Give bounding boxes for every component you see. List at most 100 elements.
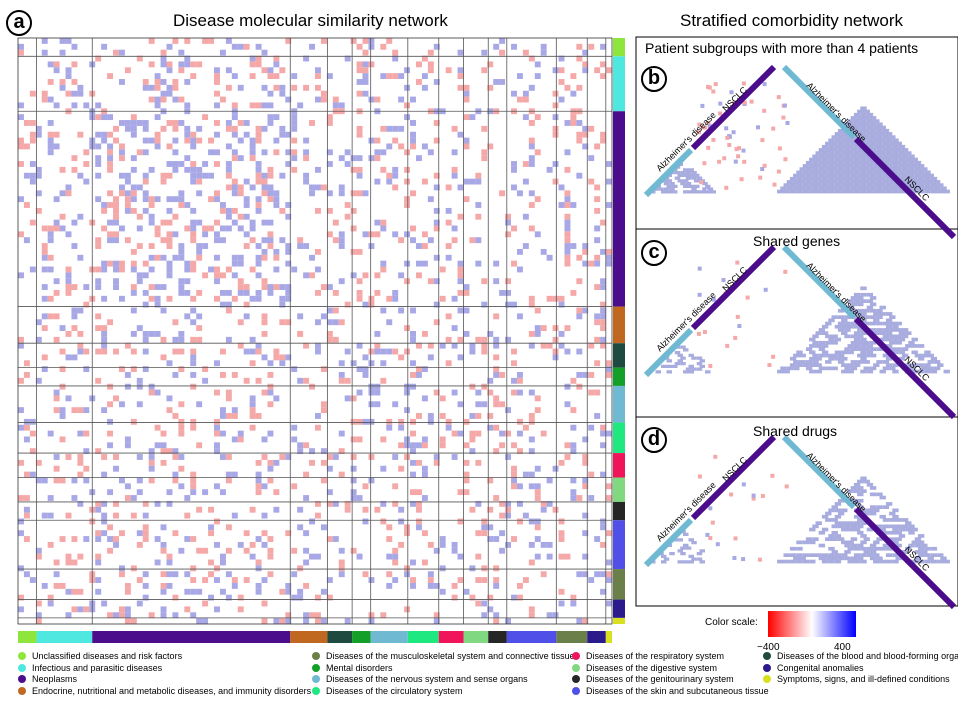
triangle-cell — [869, 550, 877, 554]
triangle-cell — [911, 559, 918, 564]
triangle-cell — [885, 176, 893, 181]
heatmap-cell — [439, 266, 446, 273]
cross-cell — [741, 482, 746, 487]
heatmap-cell — [326, 500, 333, 507]
heatmap-cell — [160, 606, 167, 613]
triangle-cell — [908, 186, 915, 191]
heatmap-cell — [505, 278, 512, 285]
heatmap-cell — [570, 442, 577, 449]
heatmap-cell — [190, 260, 197, 267]
triangle-cell — [857, 486, 864, 490]
heatmap-cell — [160, 541, 167, 548]
triangle-cell — [885, 189, 893, 194]
heatmap-cell — [107, 161, 114, 167]
heatmap-cell — [243, 231, 250, 238]
heatmap-cell — [41, 313, 48, 320]
legend-item: Mental disorders — [312, 663, 393, 673]
heatmap-cell — [261, 49, 268, 56]
heatmap-cell — [184, 588, 191, 595]
heatmap-cell — [255, 342, 262, 349]
heatmap-cell — [493, 313, 500, 320]
cross-cell — [706, 185, 711, 190]
cross-cell — [717, 159, 722, 164]
heatmap-cell — [59, 38, 66, 44]
heatmap-cell — [415, 342, 422, 349]
triangle-cell — [853, 170, 861, 175]
heatmap-cell — [398, 518, 405, 525]
heatmap-cell — [29, 178, 36, 185]
heatmap-cell — [433, 278, 440, 285]
diagonal-category-bar — [690, 434, 777, 521]
heatmap-cell — [172, 319, 179, 326]
heatmap-cell — [522, 96, 529, 103]
heatmap-cell — [255, 377, 262, 384]
heatmap-cell — [154, 301, 161, 308]
heatmap-cell — [273, 114, 280, 121]
heatmap-cell — [231, 178, 238, 185]
heatmap-cell — [475, 553, 482, 560]
triangle-cell — [927, 556, 934, 561]
heatmap-cell — [362, 354, 369, 361]
heatmap-cell — [285, 260, 292, 267]
heatmap-cell — [237, 213, 244, 220]
heatmap-cell — [410, 307, 416, 314]
heatmap-cell — [463, 459, 470, 466]
triangle-cell — [853, 312, 861, 316]
triangle-cell — [892, 559, 899, 564]
heatmap-cell — [398, 465, 405, 472]
heatmap-cell — [142, 120, 149, 126]
heatmap-cell — [594, 207, 601, 214]
heatmap-cell — [332, 319, 339, 326]
heatmap-cell — [113, 49, 119, 56]
heatmap-cell — [208, 559, 215, 566]
heatmap-cell — [356, 278, 363, 285]
heatmap-cell — [386, 178, 393, 185]
side-category-bar — [613, 453, 625, 478]
heatmap-cell — [415, 518, 422, 525]
heatmap-cell — [77, 471, 84, 478]
heatmap-cell — [29, 418, 36, 425]
heatmap-cell — [107, 319, 114, 326]
heatmap-cell — [77, 90, 84, 97]
heatmap-cell — [214, 120, 220, 126]
heatmap-cell — [172, 594, 179, 601]
heatmap-cell — [166, 395, 173, 402]
diagonal-category-bar — [781, 434, 857, 510]
heatmap-cell — [481, 125, 488, 132]
heatmap-cell — [344, 149, 351, 156]
heatmap-cell — [101, 471, 108, 478]
side-category-bar — [613, 477, 625, 502]
triangle-cell — [837, 128, 845, 133]
heatmap-cell — [493, 43, 500, 50]
heatmap-cell — [261, 313, 268, 320]
triangle-cell — [917, 369, 925, 374]
heatmap-cell — [320, 588, 327, 595]
heatmap-cell — [77, 459, 84, 466]
heatmap-cell — [231, 114, 238, 121]
heatmap-cell — [29, 90, 36, 97]
heatmap-cell — [130, 120, 137, 126]
triangle-cell — [905, 176, 912, 181]
heatmap-cell — [136, 530, 143, 537]
heatmap-cell — [487, 413, 494, 419]
heatmap-cell — [528, 389, 535, 396]
heatmap-cell — [421, 73, 428, 80]
heatmap-cell — [160, 547, 167, 554]
heatmap-cell — [267, 571, 274, 578]
heatmap-cell — [142, 190, 149, 197]
heatmap-cell — [154, 102, 161, 109]
triangle-cell — [831, 180, 838, 184]
heatmap-cell — [511, 43, 517, 50]
triangle-cell — [860, 331, 867, 335]
triangle-cell — [796, 363, 803, 367]
triangle-cell — [876, 315, 883, 319]
heatmap-cell — [154, 84, 161, 91]
triangle-cell — [914, 180, 922, 184]
heatmap-cell — [196, 254, 203, 261]
heatmap-cell — [392, 547, 399, 554]
triangle-cell — [850, 308, 858, 313]
heatmap-cell — [528, 418, 535, 425]
heatmap-cell — [309, 518, 315, 525]
triangle-cell — [805, 186, 813, 191]
heatmap-cell — [172, 196, 179, 203]
